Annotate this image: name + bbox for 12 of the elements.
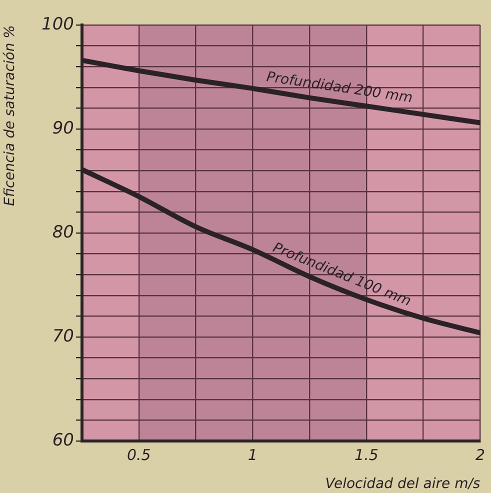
annotation: Profundidad 200 mm: [265, 69, 414, 106]
x-tick-label: 1: [248, 446, 258, 464]
x-tick-label: 1.5: [354, 446, 378, 464]
x-tick-label: 2: [475, 446, 485, 464]
y-tick-label: 80: [52, 222, 74, 242]
y-tick-label: 70: [52, 326, 74, 346]
y-tick-label: 60: [52, 430, 74, 450]
x-axis-title: Velocidad del aire m/s: [325, 476, 480, 492]
y-tick-label: 90: [52, 118, 74, 138]
x-tick-label: 0.5: [126, 446, 151, 464]
y-tick-label: 100: [42, 14, 74, 34]
y-axis-title: Eficencia de saturación %: [2, 25, 18, 206]
